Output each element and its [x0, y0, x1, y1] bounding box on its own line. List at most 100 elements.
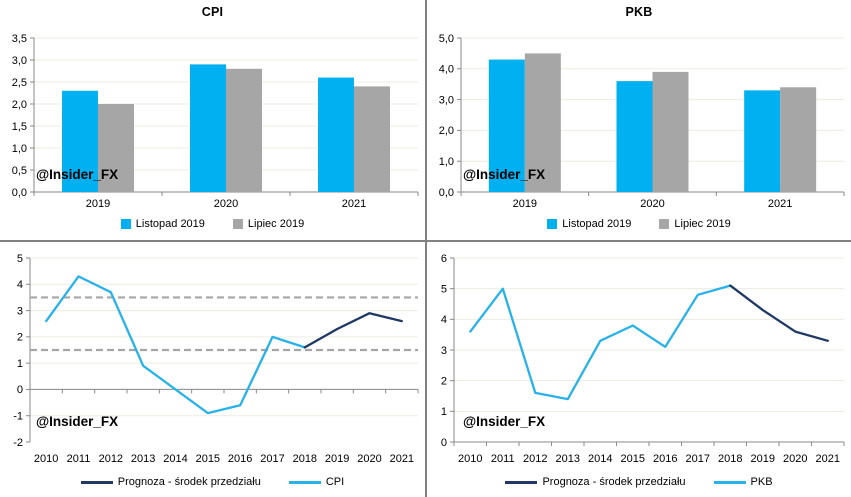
svg-text:2016: 2016: [653, 453, 677, 465]
legend: Prognoza - środek przedziału CPI: [0, 476, 425, 488]
cpi-line-chart: -2 -1 0 1 2 3 4 5 2010 2011 2012 2013 2014 2015 2016 20…: [0, 242, 425, 497]
svg-text:2020: 2020: [214, 198, 238, 210]
svg-text:1,0: 1,0: [12, 143, 27, 155]
legend-label: Lipiec 2019: [247, 218, 305, 230]
svg-text:2019: 2019: [751, 453, 775, 465]
pkb-line-plot: 0 1 2 3 4 5 6 2010 2011 2012 2013 2014 2015 2016 2017 2…: [441, 253, 845, 465]
legend-square-marker: [232, 219, 243, 229]
legend-line-marker: [80, 480, 113, 484]
svg-text:0,5: 0,5: [12, 165, 27, 177]
legend-label: Prognoza - środek przedziału: [542, 476, 686, 488]
legend-label: Lipiec 2019: [674, 218, 731, 230]
watermark: @Insider_FX: [463, 167, 546, 182]
svg-text:2010: 2010: [458, 453, 482, 465]
legend-item-cpi: CPI: [288, 476, 345, 488]
legend-square-marker: [659, 219, 670, 229]
legend-line-marker: [713, 480, 746, 484]
svg-text:2,0: 2,0: [439, 125, 454, 137]
svg-text:4,0: 4,0: [439, 64, 454, 76]
legend-label: CPI: [325, 476, 345, 488]
pkb-bar-plot: 0,0 1,0 2,0 3,0 4,0 5,0 2019 2020 2021: [439, 33, 845, 210]
watermark: @Insider_FX: [463, 414, 546, 429]
legend-square-marker: [120, 219, 131, 229]
cpi-line-plot: -2 -1 0 1 2 3 4 5 2010 2011 2012 2013 2014 2015 2016 20…: [13, 253, 419, 465]
svg-text:0,0: 0,0: [439, 187, 454, 199]
svg-text:3,0: 3,0: [439, 94, 454, 106]
svg-text:2: 2: [441, 375, 447, 387]
svg-text:2012: 2012: [99, 453, 123, 465]
svg-text:3,5: 3,5: [12, 33, 27, 45]
svg-text:2021: 2021: [816, 453, 840, 465]
svg-text:3: 3: [17, 305, 23, 317]
svg-text:-1: -1: [13, 411, 23, 423]
svg-text:2021: 2021: [390, 453, 414, 465]
watermark: @Insider_FX: [36, 167, 119, 182]
legend-label: Prognoza - środek przedziału: [117, 476, 261, 488]
svg-text:2021: 2021: [342, 198, 366, 210]
svg-text:2020: 2020: [357, 453, 381, 465]
legend: Prognoza - środek przedziału PKB: [427, 476, 851, 488]
legend-label: Listopad 2019: [562, 218, 632, 230]
svg-text:2010: 2010: [34, 453, 58, 465]
svg-text:-2: -2: [13, 437, 23, 449]
legend-item-lipiec-2019: Lipiec 2019: [232, 218, 305, 230]
svg-text:4: 4: [17, 279, 23, 291]
svg-text:5,0: 5,0: [439, 33, 454, 45]
svg-text:3: 3: [441, 345, 447, 357]
svg-text:0: 0: [441, 437, 447, 449]
legend-label: Listopad 2019: [135, 218, 205, 230]
quadrant-divider-vertical: [425, 0, 427, 497]
legend-square-marker: [547, 219, 558, 229]
pkb-line-chart: 0 1 2 3 4 5 6 2010 2011 2012 2013 2014 2015 2016 2017 2…: [427, 242, 851, 497]
svg-text:2018: 2018: [718, 453, 742, 465]
svg-text:2020: 2020: [640, 198, 664, 210]
svg-text:2013: 2013: [131, 453, 155, 465]
svg-text:2017: 2017: [686, 453, 710, 465]
svg-text:4: 4: [441, 314, 447, 326]
svg-text:2015: 2015: [196, 453, 220, 465]
legend-item-lipiec-2019: Lipiec 2019: [659, 218, 731, 230]
legend-item-pkb: PKB: [713, 476, 773, 488]
svg-text:2017: 2017: [260, 453, 284, 465]
cpi-bar-chart: CPI 0,0 0,5 1,0 1,5 2,0 2,5 3,0 3,5 2019 2020 2021…: [0, 0, 425, 240]
svg-text:1: 1: [17, 358, 23, 370]
svg-text:2019: 2019: [86, 198, 110, 210]
svg-text:1,0: 1,0: [439, 156, 454, 168]
svg-text:2011: 2011: [491, 453, 515, 465]
svg-text:2016: 2016: [228, 453, 252, 465]
chart-title-cpi: CPI: [201, 5, 224, 19]
svg-text:2021: 2021: [768, 198, 792, 210]
svg-text:2013: 2013: [556, 453, 580, 465]
svg-text:2,5: 2,5: [12, 77, 27, 89]
svg-text:2012: 2012: [523, 453, 547, 465]
chart-title-pkb: PKB: [625, 5, 653, 19]
svg-text:2019: 2019: [513, 198, 537, 210]
svg-text:0: 0: [17, 384, 23, 396]
legend-label: PKB: [750, 476, 773, 488]
quadrant-divider-horizontal: [0, 240, 851, 242]
svg-text:2,0: 2,0: [12, 99, 27, 111]
svg-text:1,5: 1,5: [12, 121, 27, 133]
svg-text:2019: 2019: [325, 453, 349, 465]
cpi-bar-plot: 0,0 0,5 1,0 1,5 2,0 2,5 3,0 3,5 2019 2020 2021: [12, 33, 419, 210]
legend-item-prognoza: Prognoza - środek przedziału: [80, 476, 261, 488]
svg-text:2014: 2014: [163, 453, 187, 465]
svg-text:3,0: 3,0: [12, 55, 27, 67]
svg-text:6: 6: [441, 253, 447, 265]
legend-item-listopad-2019: Listopad 2019: [547, 218, 631, 230]
legend: Listopad 2019 Lipiec 2019: [0, 218, 425, 230]
watermark: @Insider_FX: [36, 414, 119, 429]
svg-text:5: 5: [17, 253, 23, 265]
svg-text:2: 2: [17, 332, 23, 344]
legend-item-listopad-2019: Listopad 2019: [120, 218, 205, 230]
legend-line-marker: [288, 480, 321, 484]
svg-text:0,0: 0,0: [12, 187, 27, 199]
svg-text:2018: 2018: [293, 453, 317, 465]
svg-text:1: 1: [441, 406, 447, 418]
legend-line-marker: [505, 480, 538, 484]
svg-text:2015: 2015: [621, 453, 645, 465]
svg-text:2020: 2020: [783, 453, 807, 465]
svg-text:2014: 2014: [588, 453, 612, 465]
pkb-bar-chart: PKB 0,0 1,0 2,0 3,0 4,0 5,0 2019 2020 2021 @Insi…: [427, 0, 851, 240]
svg-text:5: 5: [441, 283, 447, 295]
